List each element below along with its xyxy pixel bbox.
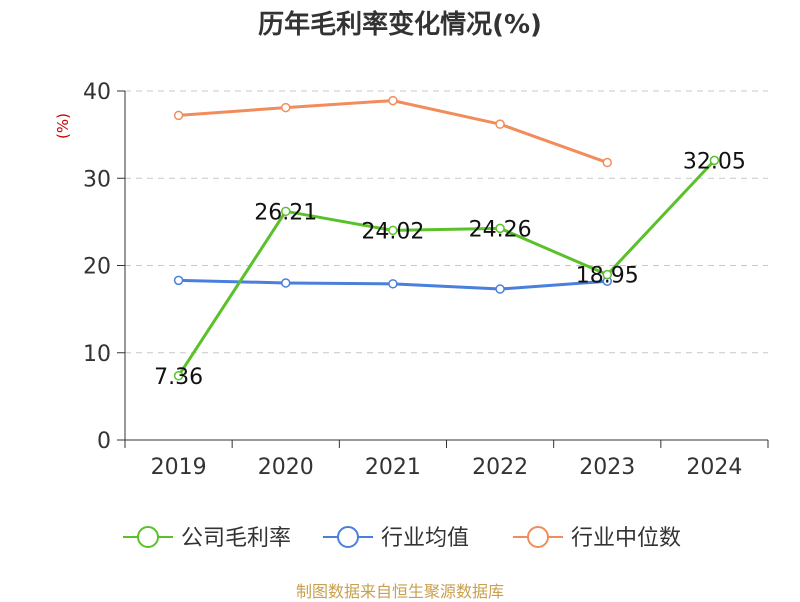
data-point	[495, 223, 505, 234]
x-tick-label: 2020	[258, 455, 314, 480]
legend-marker	[527, 526, 549, 548]
y-axis-unit-label: (%)	[54, 113, 72, 139]
data-label: 26.21	[254, 200, 317, 225]
data-label: 24.26	[469, 217, 532, 242]
data-point	[388, 279, 398, 289]
legend-label: 行业中位数	[571, 526, 681, 551]
x-tick-label: 2019	[151, 455, 207, 480]
y-tick-label: 10	[83, 342, 111, 367]
x-tick-label: 2021	[365, 455, 421, 480]
y-tick-label: 30	[83, 167, 111, 192]
data-label: 18.95	[576, 264, 639, 289]
data-point	[388, 225, 398, 236]
chart-title: 历年毛利率变化情况(%)	[258, 10, 542, 40]
x-tick-label: 2023	[579, 455, 635, 480]
data-point	[495, 119, 505, 129]
x-tick-label: 2024	[686, 455, 742, 480]
data-point	[281, 278, 291, 288]
y-tick-label: 20	[83, 255, 111, 280]
x-tick-label: 2022	[472, 455, 528, 480]
series-line-0	[177, 159, 716, 377]
y-tick-label: 0	[97, 429, 111, 454]
legend-marker	[337, 526, 359, 548]
data-point	[173, 275, 184, 286]
legend-label: 行业均值	[381, 526, 469, 551]
data-point	[602, 157, 612, 168]
data-point	[709, 155, 720, 166]
data-point	[173, 371, 184, 381]
y-tick-label: 40	[83, 80, 111, 105]
data-point	[495, 284, 505, 294]
data-point	[281, 102, 291, 113]
data-point	[173, 110, 184, 121]
source-note: 制图数据来自恒生聚源数据库	[295, 582, 504, 601]
data-label: 32.05	[683, 149, 746, 174]
legend-label: 公司毛利率	[181, 526, 291, 551]
data-point	[281, 206, 291, 217]
series-line-2	[178, 99, 608, 164]
data-point	[388, 95, 398, 106]
data-point	[602, 269, 612, 280]
data-label: 24.02	[361, 219, 424, 244]
legend-marker	[137, 526, 159, 548]
data-label: 7.36	[154, 365, 203, 390]
